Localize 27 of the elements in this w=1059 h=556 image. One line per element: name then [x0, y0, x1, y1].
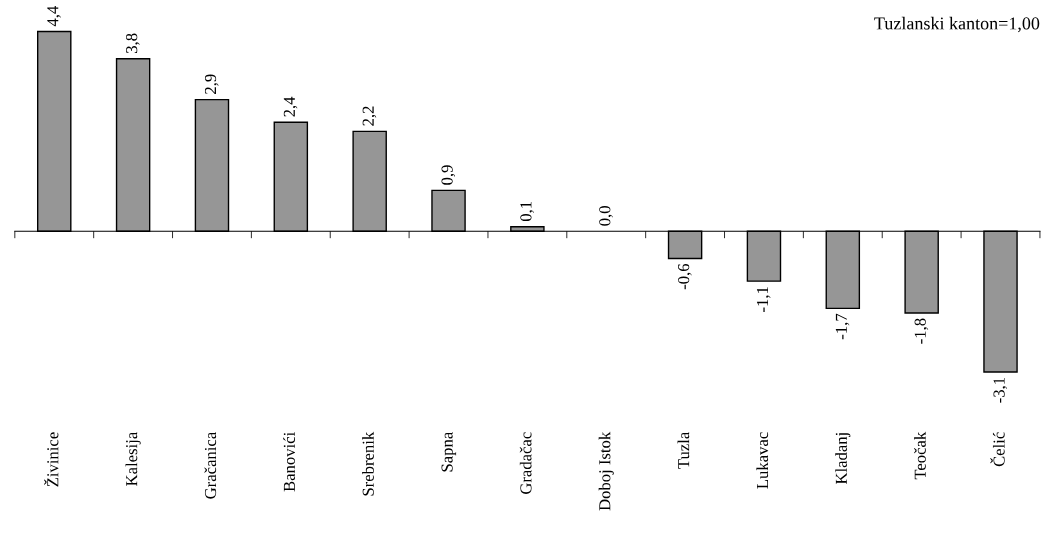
x-tick-label: Srebrenik: [362, 431, 374, 496]
data-label: -3,1: [993, 377, 1008, 403]
data-label: 0,1: [520, 201, 534, 222]
x-tick-label: Doboj Istok: [598, 431, 614, 511]
data-label: 2,2: [362, 106, 377, 126]
data-label: -0,6: [678, 263, 692, 290]
x-tick-label: Sapna: [441, 432, 457, 472]
data-label: -1,8: [914, 318, 929, 344]
x-tick-label: Kalesija: [125, 432, 141, 486]
data-label: -1,7: [835, 313, 850, 340]
data-label: 2,4: [283, 96, 298, 117]
data-label: 2,9: [204, 74, 219, 94]
data-label: 0,0: [599, 206, 613, 226]
x-tick-label: Teočak: [914, 431, 926, 480]
x-tick-label: Banovići: [283, 432, 295, 492]
data-label: 0,9: [441, 165, 456, 185]
x-tick-label: Tuzla: [677, 432, 690, 469]
data-label: -1,1: [756, 287, 771, 312]
data-label: 3,8: [126, 33, 140, 53]
x-tick-label: Gradačac: [519, 432, 532, 495]
x-tick-label: Gračanica: [204, 432, 217, 499]
x-tick-label: Kladanj: [835, 433, 851, 485]
x-tick-label: Lukavac: [756, 432, 769, 489]
data-label: 4,4: [47, 5, 61, 27]
x-tick-label: Živinice: [44, 432, 59, 487]
annotation: Tuzlanski kanton=1,00: [874, 16, 1040, 33]
x-tick-label: Čelić: [990, 432, 1005, 467]
